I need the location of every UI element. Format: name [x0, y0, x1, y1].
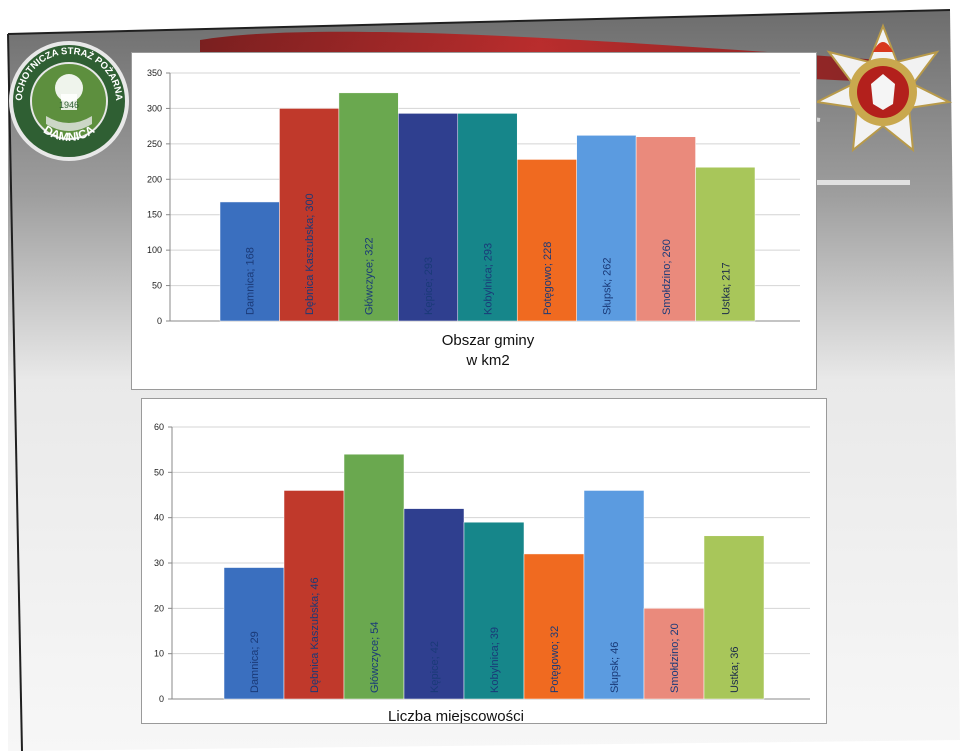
chart-panel-area: 0 50 100 150 200 250 300 350 Damnica; 168 Dębnica… [131, 52, 817, 390]
data-label: Damnica; 29 [249, 631, 261, 693]
y-tick-label: 150 [147, 210, 162, 220]
logo-year: 1946 [59, 100, 79, 110]
chart-panel-localities: 0 10 20 30 40 50 60 Damnica; 29 Dębnica Kaszubsk… [141, 398, 827, 725]
y-tick-label: 350 [147, 68, 162, 78]
data-label: Dębnica Kaszubska; 300 [304, 193, 316, 315]
bar [457, 113, 518, 322]
data-label: Kępice; 293 [423, 257, 435, 315]
bar [279, 108, 340, 322]
y-tick-label: 40 [154, 513, 164, 523]
data-label: Główczyce; 322 [364, 237, 376, 315]
data-label: Kobylnica; 39 [489, 627, 501, 693]
y-tick-label: 100 [147, 245, 162, 255]
data-label: Damnica; 168 [245, 247, 257, 315]
bar [223, 567, 285, 700]
data-label: Słupsk; 262 [601, 258, 613, 315]
localities-bar-chart: 0 10 20 30 40 50 60 Damnica; 29 Dębnica Kaszubsk… [154, 422, 810, 725]
bar [283, 490, 345, 700]
y-tick-label: 0 [157, 316, 162, 326]
psp-cross-emblem-icon [813, 23, 953, 153]
data-label: Kobylnica; 293 [483, 243, 495, 315]
data-label: Słupsk; 46 [609, 642, 621, 693]
bar [635, 136, 696, 322]
y-tick-label: 30 [154, 558, 164, 568]
data-label: Potęgowo; 32 [549, 626, 561, 693]
bar [398, 113, 459, 322]
area-bar-chart: 0 50 100 150 200 250 300 350 Damnica; 168 Dębnica… [147, 68, 800, 369]
bar [343, 453, 405, 700]
y-tick-label: 250 [147, 139, 162, 149]
bar [403, 508, 465, 700]
data-label: Ustka; 36 [729, 647, 741, 693]
chart-title: Obszar gminy [442, 332, 535, 349]
chart-title: Liczba miejscowości [388, 708, 524, 723]
bar [523, 553, 585, 700]
bar [338, 92, 399, 322]
bar [576, 135, 637, 322]
data-label: Smołdzino; 260 [661, 239, 673, 315]
osp-damnica-logo: OCHOTNICZA STRAŻ POŻARNA DAMNICA 1946 [9, 41, 129, 161]
y-tick-label: 60 [154, 422, 164, 432]
logo-arc-text-bottom: DAMNICA [41, 122, 97, 144]
y-tick-label: 0 [159, 694, 164, 704]
y-tick-label: 50 [154, 467, 164, 477]
bar [695, 166, 756, 322]
chart-title: w km2 [465, 352, 509, 369]
bar [643, 608, 705, 700]
data-label: Smołdzino; 20 [669, 623, 681, 693]
data-label: Dębnica Kaszubska; 46 [309, 577, 321, 693]
y-tick-label: 10 [154, 649, 164, 659]
y-tick-label: 200 [147, 174, 162, 184]
data-label: Kępice; 42 [429, 641, 441, 693]
bar [516, 159, 577, 322]
y-tick-label: 300 [147, 103, 162, 113]
bar [703, 535, 765, 700]
data-label: Główczyce; 54 [369, 621, 381, 693]
bar [583, 490, 645, 700]
y-tick-label: 20 [154, 603, 164, 613]
bar [463, 521, 525, 700]
y-tick-label: 50 [152, 281, 162, 291]
data-label: Potęgowo; 228 [542, 242, 554, 315]
data-label: Ustka; 217 [720, 262, 732, 315]
